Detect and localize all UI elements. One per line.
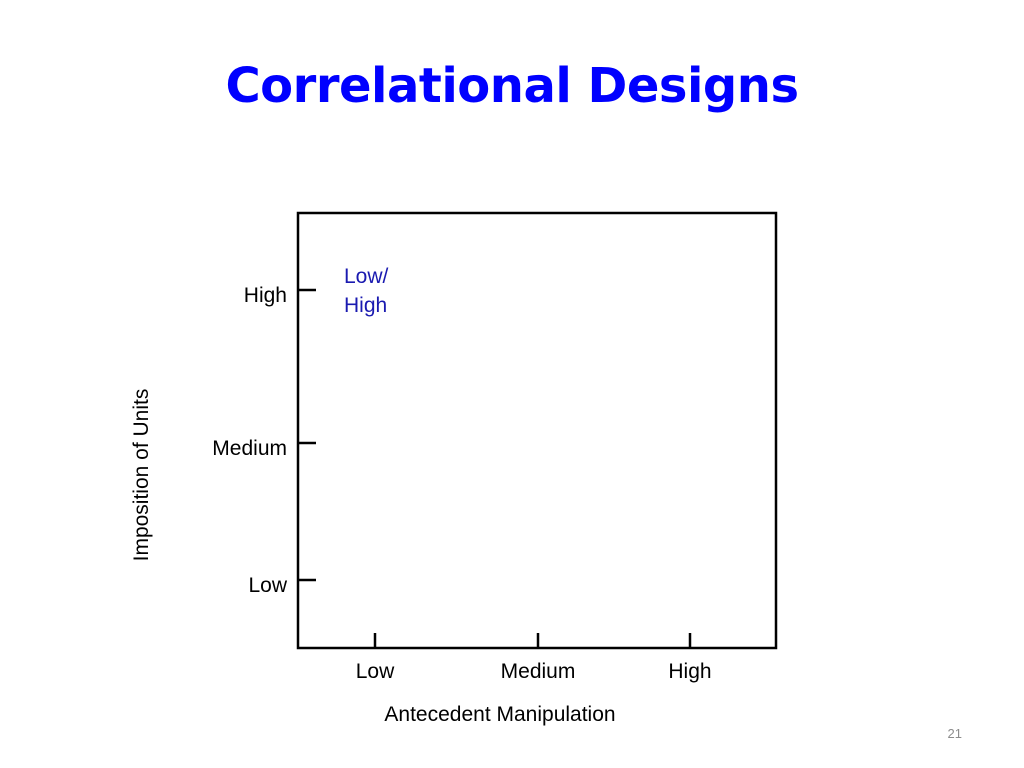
y-tick-label-low: Low (248, 574, 287, 597)
annotations: Low/High (344, 265, 389, 317)
x-tick-label-medium: Medium (501, 660, 576, 683)
page-number: 21 (947, 726, 962, 741)
x-axis-ticks: Low Medium High (356, 633, 712, 683)
x-axis-title: Antecedent Manipulation (384, 703, 615, 726)
annotation-line: High (344, 294, 387, 317)
annotation-cell-label: Low/High (344, 265, 389, 317)
annotation-line: Low/ (344, 265, 389, 288)
x-tick-label-high: High (668, 660, 711, 683)
y-axis-title: Imposition of Units (130, 389, 153, 562)
y-tick-label-medium: Medium (212, 437, 287, 460)
y-tick-label-high: High (244, 284, 287, 307)
y-axis-ticks: Low Medium High (212, 284, 316, 597)
x-tick-label-low: Low (356, 660, 395, 683)
slide-title: Correlational Designs (225, 58, 799, 114)
